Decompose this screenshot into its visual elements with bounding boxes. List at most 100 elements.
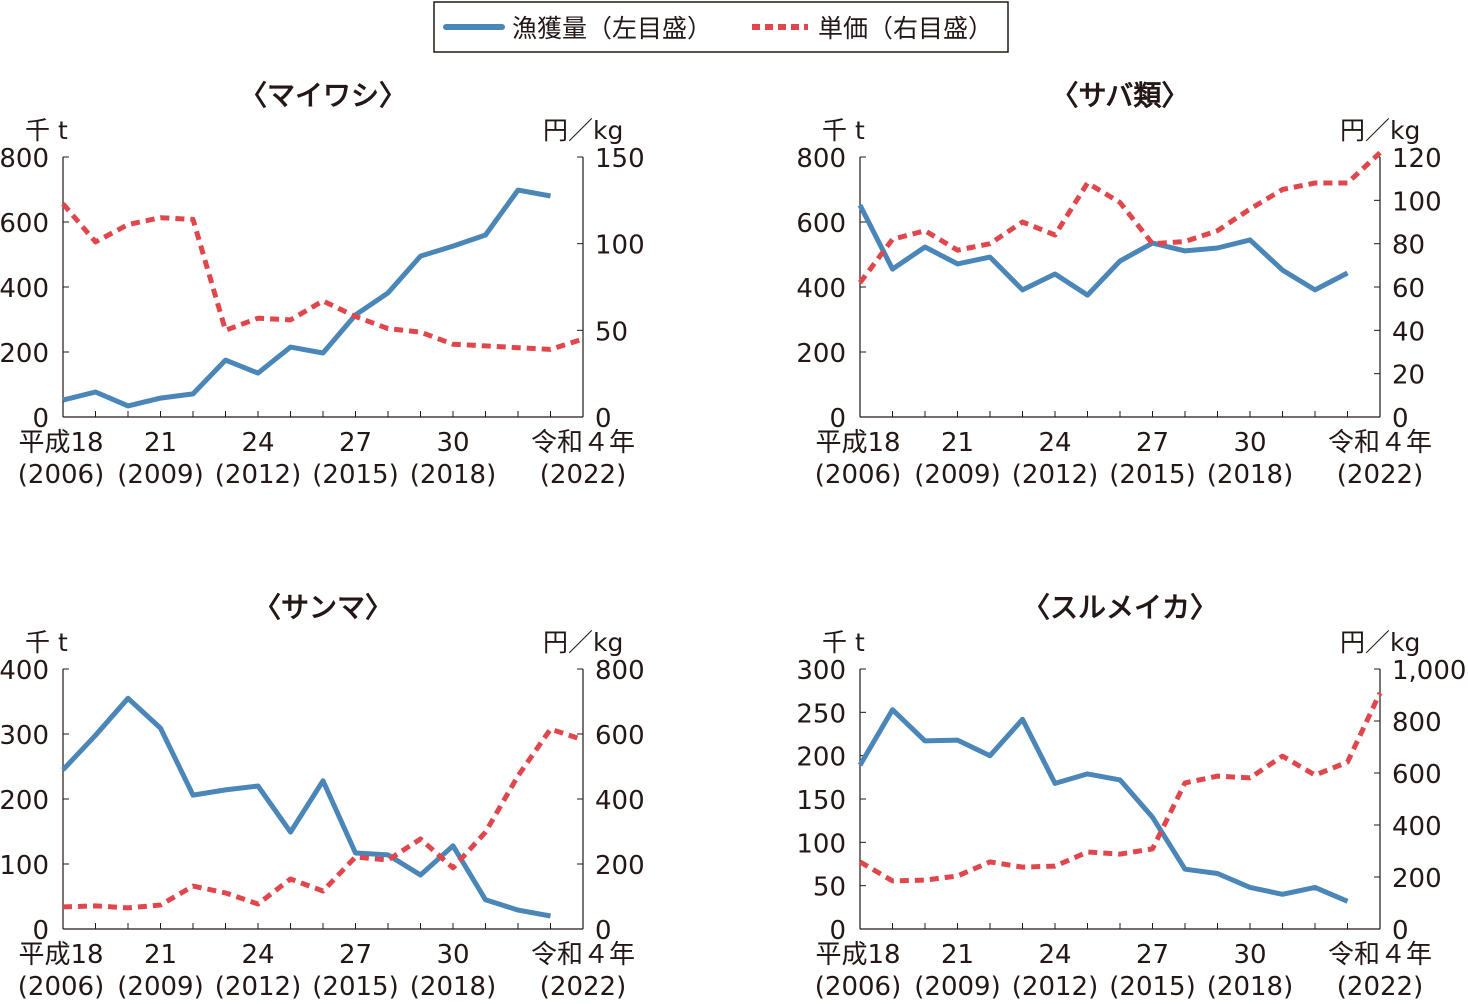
x-tick-sublabel: (2015) <box>1109 460 1195 490</box>
x-tick-label: 30 <box>436 428 469 458</box>
right-tick-label: 1,000 <box>1392 656 1466 686</box>
catch-series-line <box>860 710 1348 902</box>
left-axis-unit: 千 t <box>822 628 865 657</box>
x-tick-sublabel: (2018) <box>1207 972 1293 1000</box>
x-tick-sublabel: (2022) <box>540 460 626 490</box>
x-tick-label: 27 <box>1136 940 1169 970</box>
x-tick-label: 24 <box>241 940 274 970</box>
right-tick-label: 600 <box>1392 760 1442 790</box>
x-tick-label: 21 <box>941 428 974 458</box>
x-tick-label: 平成18 <box>18 940 103 970</box>
x-tick-label: 令和４年 <box>531 940 635 970</box>
chart-title: 〈サバ類〉 <box>1051 79 1190 112</box>
price-series-line <box>63 729 583 908</box>
right-axis-unit: 円／kg <box>543 116 623 145</box>
x-tick-sublabel: (2012) <box>1012 460 1098 490</box>
x-tick-sublabel: (2006) <box>815 972 901 1000</box>
x-tick-label: 24 <box>1038 428 1071 458</box>
x-tick-sublabel: (2022) <box>1337 972 1423 1000</box>
right-axis-unit: 円／kg <box>1340 628 1420 657</box>
legend-catch-label: 漁獲量（左目盛） <box>512 14 712 43</box>
right-tick-label: 600 <box>595 721 645 751</box>
x-tick-label: 27 <box>1136 428 1169 458</box>
x-tick-sublabel: (2018) <box>410 972 496 1000</box>
x-tick-sublabel: (2006) <box>18 972 104 1000</box>
left-tick-label: 200 <box>0 786 49 816</box>
x-tick-sublabel: (2012) <box>215 972 301 1000</box>
right-tick-label: 50 <box>595 317 628 347</box>
x-tick-label: 令和４年 <box>1328 428 1432 458</box>
x-tick-sublabel: (2006) <box>815 460 901 490</box>
left-axis-unit: 千 t <box>822 116 865 145</box>
left-tick-label: 50 <box>813 873 846 903</box>
right-tick-label: 200 <box>1392 864 1442 894</box>
left-tick-label: 100 <box>796 829 846 859</box>
right-tick-label: 200 <box>595 851 645 881</box>
left-tick-label: 250 <box>796 699 846 729</box>
x-tick-label: 平成18 <box>18 428 103 458</box>
right-tick-label: 100 <box>595 231 645 261</box>
left-tick-label: 400 <box>0 656 49 686</box>
left-tick-label: 400 <box>0 274 49 304</box>
x-tick-sublabel: (2009) <box>914 460 1000 490</box>
x-tick-sublabel: (2006) <box>18 460 104 490</box>
x-tick-sublabel: (2022) <box>540 972 626 1000</box>
right-tick-label: 60 <box>1392 274 1425 304</box>
price-series-line <box>63 204 583 350</box>
left-tick-label: 200 <box>0 339 49 369</box>
right-axis-unit: 円／kg <box>543 628 623 657</box>
left-tick-label: 150 <box>796 786 846 816</box>
left-tick-label: 200 <box>796 743 846 773</box>
right-axis-unit: 円／kg <box>1340 116 1420 145</box>
x-tick-label: 令和４年 <box>1328 940 1432 970</box>
left-tick-label: 600 <box>0 209 49 239</box>
x-tick-label: 27 <box>339 428 372 458</box>
left-axis-unit: 千 t <box>25 116 68 145</box>
x-tick-sublabel: (2009) <box>117 460 203 490</box>
x-tick-label: 27 <box>339 940 372 970</box>
x-tick-sublabel: (2012) <box>1012 972 1098 1000</box>
catch-series-line <box>860 205 1348 295</box>
legend-price-label: 単価（右目盛） <box>818 14 993 43</box>
x-tick-label: 24 <box>241 428 274 458</box>
x-tick-label: 30 <box>436 940 469 970</box>
x-tick-sublabel: (2015) <box>312 972 398 1000</box>
x-tick-sublabel: (2015) <box>1109 972 1195 1000</box>
left-axis-unit: 千 t <box>25 628 68 657</box>
x-tick-label: 平成18 <box>815 940 900 970</box>
x-tick-label: 30 <box>1233 940 1266 970</box>
right-tick-label: 150 <box>595 144 645 174</box>
x-tick-sublabel: (2018) <box>1207 460 1293 490</box>
x-tick-sublabel: (2022) <box>1337 460 1423 490</box>
left-tick-label: 400 <box>796 274 846 304</box>
right-tick-label: 20 <box>1392 361 1425 391</box>
x-tick-label: 24 <box>1038 940 1071 970</box>
left-tick-label: 300 <box>796 656 846 686</box>
chart-title: 〈マイワシ〉 <box>239 79 407 112</box>
left-tick-label: 200 <box>796 339 846 369</box>
x-tick-label: 21 <box>144 940 177 970</box>
x-tick-sublabel: (2009) <box>117 972 203 1000</box>
legend: 漁獲量（左目盛） 単価（右目盛） <box>434 2 1008 52</box>
right-tick-label: 120 <box>1392 144 1442 174</box>
x-tick-label: 令和４年 <box>531 428 635 458</box>
right-tick-label: 400 <box>595 786 645 816</box>
right-tick-label: 100 <box>1392 187 1442 217</box>
x-tick-sublabel: (2015) <box>312 460 398 490</box>
x-tick-sublabel: (2012) <box>215 460 301 490</box>
left-tick-label: 300 <box>0 721 49 751</box>
left-tick-label: 600 <box>796 209 846 239</box>
right-tick-label: 80 <box>1392 231 1425 261</box>
chart-title: 〈サンマ〉 <box>253 591 393 624</box>
chart-title: 〈スルメイカ〉 <box>1022 591 1218 624</box>
right-tick-label: 400 <box>1392 812 1442 842</box>
x-tick-label: 平成18 <box>815 428 900 458</box>
right-tick-label: 40 <box>1392 317 1425 347</box>
price-series-line <box>860 693 1380 881</box>
x-tick-label: 21 <box>941 940 974 970</box>
